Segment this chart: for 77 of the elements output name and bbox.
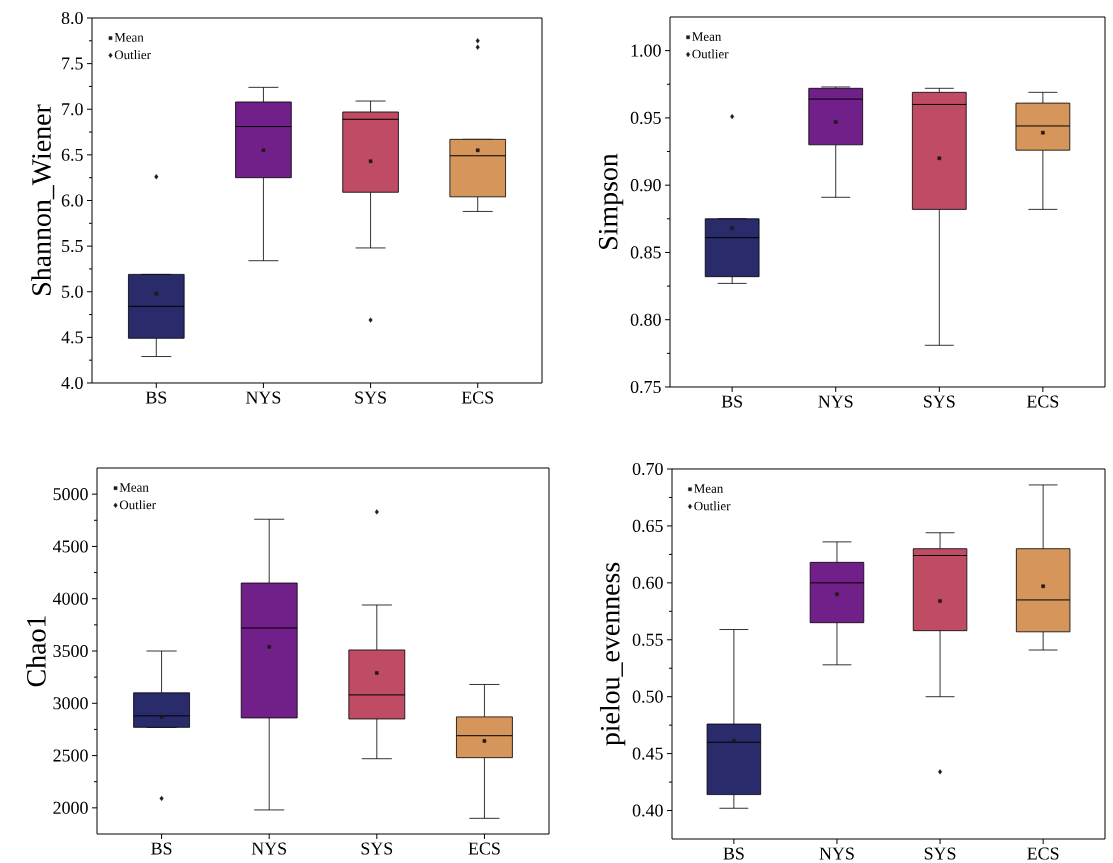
y-tick-label: 4.0 bbox=[61, 376, 83, 390]
x-tick-label: BS bbox=[145, 391, 167, 404]
x-tick-label: NYS bbox=[818, 395, 853, 408]
y-tick-label: 0.55 bbox=[632, 633, 663, 646]
x-tick-label: BS bbox=[723, 847, 744, 860]
x-tick-label: NYS bbox=[246, 391, 281, 404]
point bbox=[1041, 584, 1045, 589]
y-tick-label: 3500 bbox=[53, 644, 88, 658]
point bbox=[938, 599, 942, 603]
y-tick-label: 3000 bbox=[53, 697, 88, 710]
legend-label: Outlier bbox=[119, 500, 156, 510]
y-tick-label: 6.5 bbox=[61, 148, 83, 161]
x-tick-label: SYS bbox=[924, 847, 956, 860]
y-tick-label: 0.65 bbox=[632, 519, 663, 533]
point bbox=[267, 645, 271, 649]
y-tick-label: 0.50 bbox=[632, 690, 663, 703]
y-tick-label: 0.70 bbox=[632, 462, 663, 476]
y-tick-label: 4500 bbox=[52, 540, 88, 553]
x-tick-label: SYS bbox=[924, 395, 955, 408]
point bbox=[261, 148, 266, 153]
point bbox=[154, 291, 159, 296]
y-tick-label: 6.0 bbox=[61, 194, 83, 207]
point bbox=[1041, 130, 1045, 135]
y-tick-label: 0.90 bbox=[630, 179, 661, 192]
point bbox=[159, 715, 164, 719]
x-tick-label: SYS bbox=[361, 842, 393, 855]
y-tick-label: 0.75 bbox=[630, 380, 661, 394]
y-tick-label: 0.95 bbox=[630, 111, 661, 124]
point bbox=[159, 795, 164, 802]
point bbox=[835, 592, 839, 597]
point bbox=[730, 113, 735, 120]
point bbox=[475, 38, 480, 44]
x-tick-label: NYS bbox=[251, 842, 287, 855]
x-tick-label: NYS bbox=[819, 847, 854, 860]
y-tick-label: 5000 bbox=[53, 488, 88, 501]
x-tick-label: ECS bbox=[1027, 847, 1059, 860]
point bbox=[730, 226, 734, 231]
x-tick-label: SYS bbox=[355, 391, 386, 404]
legend-label: Mean bbox=[694, 484, 724, 493]
y-tick-label: 0.85 bbox=[630, 246, 661, 259]
point bbox=[475, 148, 480, 153]
point bbox=[368, 159, 373, 164]
x-tick-label: ECS bbox=[1026, 395, 1059, 408]
y-tick-label: 5.0 bbox=[62, 285, 83, 298]
y-tick-label: 4.5 bbox=[61, 331, 83, 344]
legend-label: Mean bbox=[119, 483, 149, 492]
point bbox=[482, 739, 487, 743]
legend-label: Outlier bbox=[114, 50, 151, 60]
y-tick-label: 1.00 bbox=[631, 44, 661, 57]
y-tick-label: 5.5 bbox=[62, 240, 83, 253]
point bbox=[833, 120, 838, 124]
y-tick-label: 2500 bbox=[53, 749, 88, 762]
y-tick-label: 0.60 bbox=[632, 576, 663, 589]
y-axis-title: Chao1 bbox=[26, 616, 46, 687]
y-tick-label: 8.0 bbox=[61, 11, 83, 25]
x-tick-label: ECS bbox=[468, 842, 500, 855]
x-tick-label: BS bbox=[151, 842, 172, 855]
x-tick-label: BS bbox=[721, 395, 742, 408]
point bbox=[375, 671, 379, 675]
y-tick-label: 4000 bbox=[52, 592, 88, 605]
y-tick-label: 7.5 bbox=[62, 57, 83, 70]
point bbox=[937, 156, 942, 161]
legend-label: Outlier bbox=[692, 49, 729, 59]
legend-label: Outlier bbox=[694, 501, 731, 511]
y-tick-label: 0.40 bbox=[632, 804, 663, 817]
y-axis-title: Shannon_Wiener bbox=[31, 104, 55, 295]
point bbox=[732, 739, 736, 743]
y-tick-label: 2000 bbox=[53, 801, 88, 814]
x-tick-label: ECS bbox=[461, 391, 494, 404]
legend-label: Mean bbox=[114, 33, 144, 42]
y-axis-title: Simpson bbox=[598, 153, 624, 249]
y-tick-label: 7.0 bbox=[62, 103, 83, 116]
legend-label: Mean bbox=[692, 32, 722, 41]
y-tick-label: 0.45 bbox=[632, 747, 663, 760]
y-tick-label: 0.80 bbox=[630, 313, 661, 326]
point bbox=[154, 174, 159, 180]
y-axis-title: pielou_evenness bbox=[599, 562, 626, 746]
